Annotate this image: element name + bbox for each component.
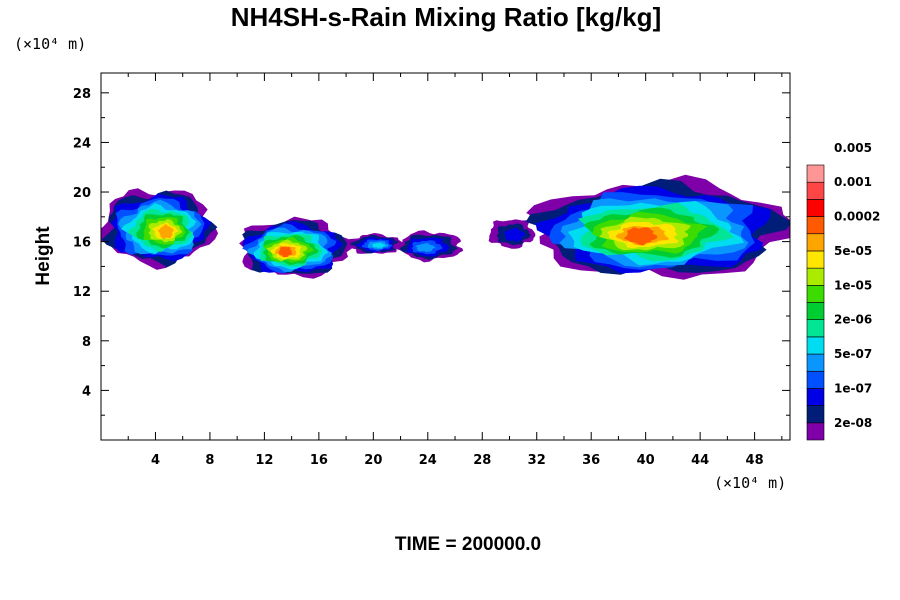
colorbar-swatch: [806, 181, 825, 200]
x-tick-label: 4: [151, 453, 160, 468]
y-tick-label: 4: [82, 384, 91, 399]
y-unit-label: (×10⁴ m): [14, 35, 86, 53]
colorbar-swatch: [806, 285, 825, 303]
contour-level: [157, 224, 174, 240]
contour-region: [392, 230, 464, 263]
colorbar-label: 1e-07: [834, 381, 872, 395]
colorbar-label: 0.005: [834, 141, 872, 155]
x-tick-label: 20: [364, 453, 382, 468]
y-tick-label: 16: [73, 236, 91, 251]
colorbar-label: 1e-05: [834, 278, 872, 292]
time-label: TIME = 200000.0: [395, 534, 541, 555]
colorbar-swatch: [806, 422, 825, 441]
colorbar-swatch: [806, 336, 825, 355]
contour-level: [415, 242, 436, 252]
colorbar-swatch: [806, 353, 825, 372]
contour-field: [101, 174, 790, 280]
colorbar-swatch: [806, 370, 825, 389]
x-tick-label: 32: [528, 453, 546, 468]
contour-region: [101, 188, 219, 270]
colorbar-swatch: [806, 164, 825, 183]
x-tick-label: 24: [419, 453, 437, 468]
y-tick-label: 24: [73, 136, 91, 151]
x-tick-label: 16: [310, 453, 328, 468]
y-axis-label: Height: [33, 226, 54, 286]
colorbar: 2e-08 1e-07 5e-07 2e-06 1e-05 5e-05 0.0002 0.00…: [806, 141, 880, 441]
colorbar-swatch: [806, 388, 825, 406]
contour-region: [525, 174, 790, 280]
colorbar-swatch: [806, 250, 825, 269]
x-unit-label: (×10⁴ m): [714, 474, 786, 492]
contour-level: [278, 246, 293, 258]
colorbar-swatch: [806, 302, 825, 320]
x-tick-label: 40: [637, 453, 655, 468]
y-tick-label: 8: [82, 335, 91, 350]
colorbar-swatch: [806, 233, 825, 252]
contour-level: [372, 242, 386, 248]
x-tick-label: 28: [473, 453, 491, 468]
colorbar-label: 5e-07: [834, 347, 872, 361]
colorbar-swatch: [806, 216, 825, 235]
x-axis: 4 8 12 16 20 24 28 32 36 40 44 48: [127, 73, 783, 468]
x-tick-label: 48: [746, 453, 764, 468]
chart-title: NH4SH-s-Rain Mixing Ratio [kg/kg]: [231, 2, 661, 32]
colorbar-swatch: [806, 199, 825, 217]
colorbar-label: 2e-06: [834, 313, 872, 327]
contour-region: [346, 233, 403, 254]
x-tick-label: 36: [582, 453, 600, 468]
x-tick-label: 44: [691, 453, 709, 468]
colorbar-swatch: [806, 267, 825, 286]
y-axis: 4 8 12 16 20 24 28: [73, 87, 790, 416]
colorbar-swatch: [806, 405, 825, 424]
contour-region: [239, 216, 356, 279]
plot-frame: [100, 72, 791, 441]
x-tick-label: 8: [205, 453, 214, 468]
y-tick-label: 12: [73, 285, 91, 300]
colorbar-label: 0.0002: [834, 210, 880, 224]
contour-region: [488, 219, 536, 249]
x-tick-label: 12: [255, 453, 273, 468]
colorbar-label: 0.001: [834, 175, 872, 189]
y-tick-label: 28: [73, 87, 91, 102]
contour-level: [624, 227, 658, 246]
colorbar-swatch: [806, 319, 825, 338]
colorbar-label: 5e-05: [834, 244, 872, 258]
colorbar-label: 2e-08: [834, 416, 872, 430]
y-tick-label: 20: [73, 186, 91, 201]
contour-level: [503, 227, 526, 242]
